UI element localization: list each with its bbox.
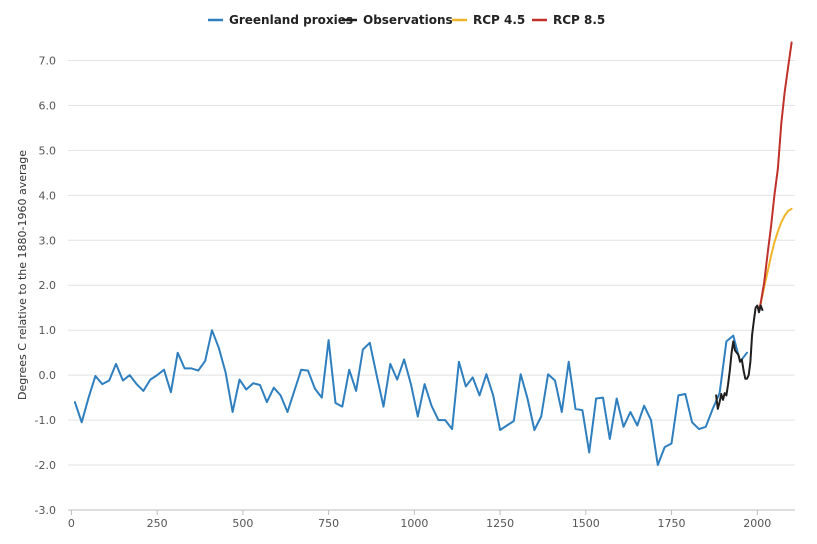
rcp85-line <box>758 41 793 311</box>
rcp45-line <box>758 207 793 311</box>
y-tick-label: -2.0 <box>35 459 56 472</box>
y-axis-label: Degrees C relative to the 1880-1960 aver… <box>16 150 29 400</box>
x-tick-label: 0 <box>68 517 75 530</box>
legend-item-greenland[interactable]: Greenland proxies <box>208 13 353 27</box>
axes: -3.0 -2.0 -1.0 0.0 1.0 2.0 3.0 4.0 5.0 6.0 7.0 0 250… <box>35 54 795 530</box>
gridlines <box>68 59 795 511</box>
plot-area <box>73 41 793 466</box>
x-tick-label: 1250 <box>486 517 514 530</box>
greenland-proxies-line <box>73 329 748 466</box>
y-tick-label: 3.0 <box>39 234 57 247</box>
observations-line <box>715 304 764 410</box>
y-tick-label: 1.0 <box>39 324 57 337</box>
x-tick-label: 2000 <box>743 517 771 530</box>
legend: Greenland proxies Observations RCP 4.5 R… <box>208 13 605 27</box>
x-tick-label: 1000 <box>400 517 428 530</box>
x-tick-label: 500 <box>232 517 253 530</box>
y-tick-label: 7.0 <box>39 54 57 67</box>
legend-label-greenland: Greenland proxies <box>229 13 353 27</box>
legend-item-rcp45[interactable]: RCP 4.5 <box>452 13 525 27</box>
y-tick-label: 0.0 <box>39 369 57 382</box>
y-tick-label: 5.0 <box>39 144 57 157</box>
legend-item-rcp85[interactable]: RCP 8.5 <box>532 13 605 27</box>
legend-label-rcp45: RCP 4.5 <box>473 13 525 27</box>
y-tick-label: -3.0 <box>35 504 56 517</box>
y-tick-label: 6.0 <box>39 99 57 112</box>
legend-label-rcp85: RCP 8.5 <box>553 13 605 27</box>
y-tick-label: 2.0 <box>39 279 57 292</box>
y-tick-label: -1.0 <box>35 414 56 427</box>
legend-item-observations[interactable]: Observations <box>342 13 453 27</box>
x-tick-label: 250 <box>147 517 168 530</box>
x-tick-label: 750 <box>318 517 339 530</box>
y-tick-label: 4.0 <box>39 189 57 202</box>
x-tick-label: 1500 <box>572 517 600 530</box>
x-tick-label: 1750 <box>658 517 686 530</box>
legend-label-observations: Observations <box>363 13 453 27</box>
